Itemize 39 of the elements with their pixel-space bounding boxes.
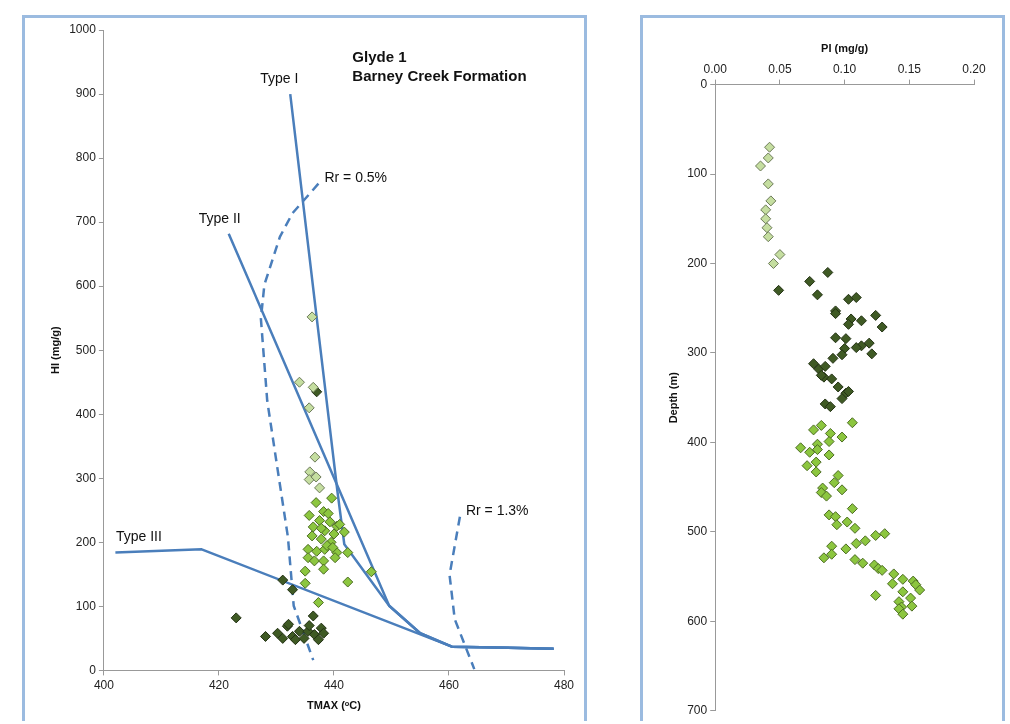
text: Glyde 1 Barney Creek Formation: [352, 47, 527, 84]
series-label: Rr = 1.3%: [465, 501, 529, 518]
x-tick-label: 0.20: [962, 61, 986, 76]
y-tick-label: 100: [687, 166, 708, 181]
x-tick-label: 0.05: [768, 61, 792, 76]
y-tick-label: 100: [75, 598, 97, 613]
y-tick-label: 800: [75, 150, 97, 165]
y-tick-label: 400: [687, 434, 708, 449]
y-tick-label: 500: [75, 342, 97, 357]
series-label: Rr = 0.5%: [324, 168, 388, 185]
x-tick-label: 460: [438, 677, 460, 692]
y-tick-label: 900: [75, 86, 97, 101]
y-tick-label: 200: [75, 534, 97, 549]
y-tick-label: 300: [687, 345, 708, 360]
y-tick-label: 600: [687, 613, 708, 628]
series-label: Type III: [115, 528, 162, 545]
y-tick-label: 600: [75, 278, 97, 293]
x-tick-label: 0.10: [832, 61, 857, 76]
series-label: Type I: [260, 69, 299, 86]
y-tick-label: 500: [687, 524, 708, 539]
y-tick-label: 300: [75, 470, 97, 485]
series-label: Type II: [198, 209, 241, 226]
y-tick-label: 400: [75, 406, 97, 421]
y-tick-label: 0: [89, 662, 97, 677]
y-axis-title: Depth (m): [666, 371, 679, 424]
x-tick-label: 400: [93, 677, 115, 692]
y-tick-label: 0: [700, 76, 708, 91]
x-axis-title: TMAX (ᵒC): [306, 699, 362, 712]
x-tick-label: 440: [323, 677, 345, 692]
x-tick-label: 0.15: [897, 61, 922, 76]
x-tick-label: 420: [208, 677, 230, 692]
y-axis-title: HI (mg/g): [48, 326, 61, 375]
y-tick-label: 200: [687, 255, 708, 270]
y-tick-label: 700: [75, 214, 97, 229]
x-tick-label: 0.00: [703, 61, 728, 76]
x-axis-title: PI (mg/g): [821, 41, 869, 54]
x-tick-label: 480: [553, 677, 575, 692]
y-tick-label: 700: [687, 703, 708, 718]
y-tick-label: 1000: [69, 22, 97, 37]
